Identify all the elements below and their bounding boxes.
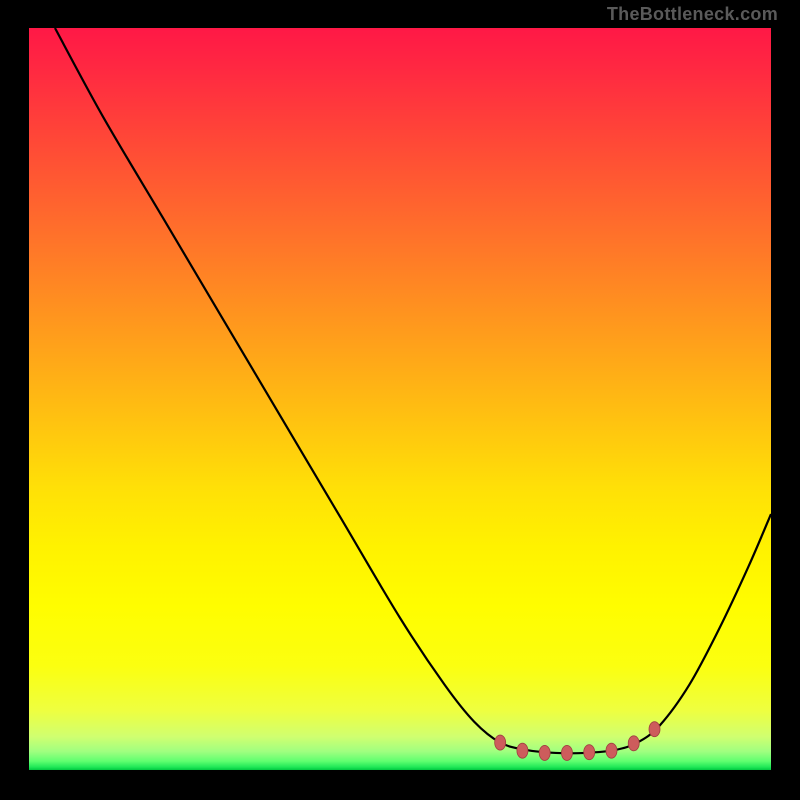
curve-marker	[584, 745, 595, 760]
curve-marker	[539, 745, 550, 760]
curve-marker	[495, 735, 506, 750]
curve-markers	[495, 722, 660, 761]
curve-marker	[561, 745, 572, 760]
attribution-text: TheBottleneck.com	[607, 4, 778, 25]
bottleneck-curve	[55, 28, 771, 753]
curve-marker	[517, 743, 528, 758]
plot-area	[29, 28, 771, 770]
chart-container: TheBottleneck.com	[0, 0, 800, 800]
curve-marker	[606, 743, 617, 758]
curve-marker	[649, 722, 660, 737]
curve-marker	[628, 736, 639, 751]
curve-overlay	[29, 28, 771, 770]
